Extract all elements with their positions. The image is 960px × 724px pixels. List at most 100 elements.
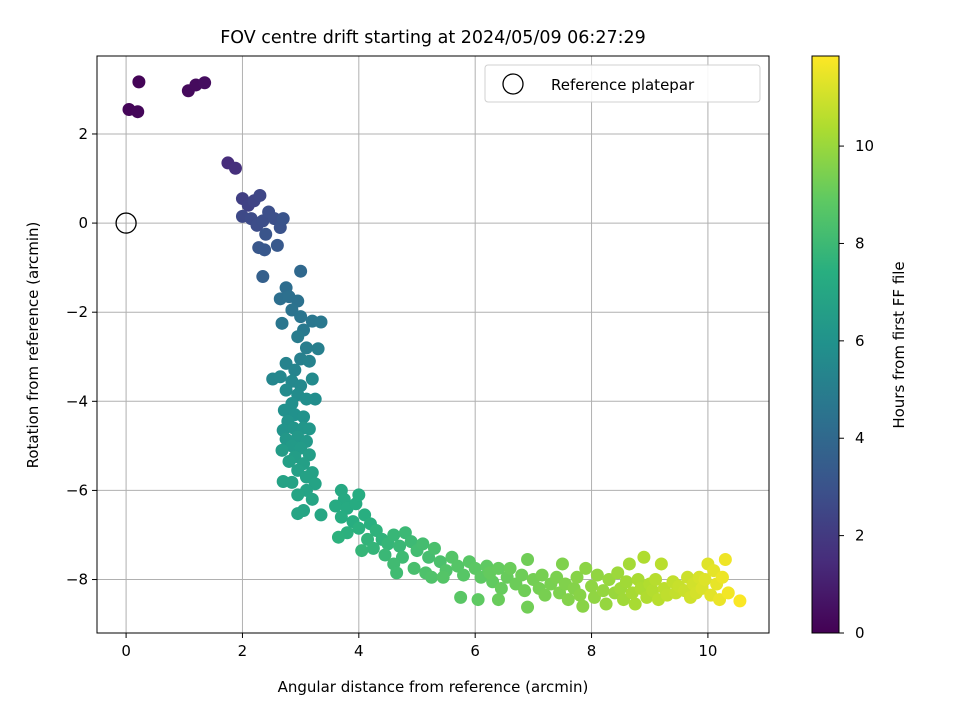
data-point	[596, 584, 610, 598]
data-point	[275, 443, 289, 457]
data-point	[228, 161, 242, 175]
data-point	[282, 454, 296, 468]
colorbar-gradient	[811, 55, 840, 634]
data-point	[198, 76, 212, 90]
data-point	[715, 570, 729, 584]
data-point	[302, 354, 316, 368]
data-point	[390, 566, 404, 580]
grid-lines	[97, 56, 769, 633]
data-point	[294, 264, 308, 278]
data-point	[299, 341, 313, 355]
data-point	[491, 561, 505, 575]
data-point	[436, 570, 450, 584]
data-point	[521, 600, 535, 614]
data-point	[288, 363, 302, 377]
data-point	[518, 584, 532, 598]
data-point	[637, 550, 651, 564]
data-point	[733, 594, 747, 608]
data-point	[302, 422, 316, 436]
data-point	[258, 243, 272, 257]
data-point	[277, 403, 291, 417]
colorbar-tick-label: 8	[855, 234, 865, 252]
data-point	[311, 342, 325, 356]
x-tick-label: 4	[354, 642, 364, 660]
data-point	[585, 579, 599, 593]
data-point	[299, 392, 313, 406]
data-point	[131, 105, 145, 119]
y-tick-label: −6	[66, 481, 88, 499]
data-point	[291, 507, 305, 521]
plot-frame	[96, 55, 770, 634]
data-point	[491, 593, 505, 607]
data-point	[654, 557, 668, 571]
y-tick-label: 2	[78, 125, 88, 143]
colorbar-label: Hours from first FF file	[890, 261, 908, 428]
data-point	[275, 316, 289, 330]
x-tick-label: 10	[698, 642, 717, 660]
data-point	[291, 488, 305, 502]
data-point	[334, 510, 348, 524]
data-point	[387, 528, 401, 542]
chart-title: FOV centre drift starting at 2024/05/09 …	[220, 28, 646, 48]
colorbar-tick-label: 10	[855, 137, 874, 155]
data-point	[256, 270, 270, 284]
data-point	[352, 521, 366, 535]
data-point	[291, 330, 305, 344]
data-point	[471, 593, 485, 607]
data-point	[561, 593, 575, 607]
data-point	[305, 372, 319, 386]
data-point	[297, 410, 311, 424]
data-point	[721, 586, 735, 600]
colorbar-tick-label: 6	[855, 332, 865, 350]
data-point	[521, 552, 535, 566]
y-axis-ticks: 2 0 −2 −4 −6 −8	[66, 125, 97, 589]
data-point	[314, 315, 328, 329]
legend-reference-marker	[502, 73, 524, 95]
data-point	[305, 492, 319, 506]
data-point	[579, 561, 593, 575]
legend: Reference platepar	[484, 64, 761, 103]
x-tick-label: 8	[587, 642, 597, 660]
data-point	[352, 488, 366, 502]
data-point	[611, 566, 625, 580]
data-point	[366, 541, 380, 555]
legend-entry-reference: Reference platepar	[551, 76, 695, 94]
y-tick-label: 0	[78, 214, 88, 232]
data-point	[279, 383, 293, 397]
x-axis-label: Angular distance from reference (arcmin)	[278, 678, 589, 696]
data-point	[294, 310, 308, 324]
data-point	[555, 557, 569, 571]
y-axis-label: Rotation from reference (arcmin)	[24, 222, 42, 469]
data-point	[427, 541, 441, 555]
colorbar-tick-label: 4	[855, 429, 865, 447]
data-point	[132, 75, 146, 89]
data-point	[329, 499, 343, 513]
data-point	[407, 561, 421, 575]
data-point	[599, 597, 613, 611]
data-point	[576, 599, 590, 613]
colorbar-tick-label: 2	[855, 527, 865, 545]
data-point	[331, 530, 345, 544]
data-point	[416, 537, 430, 551]
data-point	[314, 508, 328, 522]
y-tick-label: −2	[66, 303, 88, 321]
data-point	[253, 188, 267, 202]
data-point	[718, 552, 732, 566]
data-point	[285, 475, 299, 489]
data-point	[570, 570, 584, 584]
legend-box	[484, 64, 761, 103]
data-point	[259, 227, 273, 241]
data-point	[649, 573, 663, 587]
data-point	[494, 581, 508, 595]
colorbar-ticks: 0 2 4 6 8 10	[839, 137, 874, 642]
data-point	[698, 573, 712, 587]
data-point	[393, 539, 407, 553]
reference-marker-layer	[115, 212, 137, 234]
colorbar-tick-label: 0	[855, 624, 865, 642]
y-tick-label: −8	[66, 571, 88, 589]
data-point	[276, 212, 290, 226]
data-point	[573, 588, 587, 602]
data-point	[454, 590, 468, 604]
data-point	[273, 370, 287, 384]
